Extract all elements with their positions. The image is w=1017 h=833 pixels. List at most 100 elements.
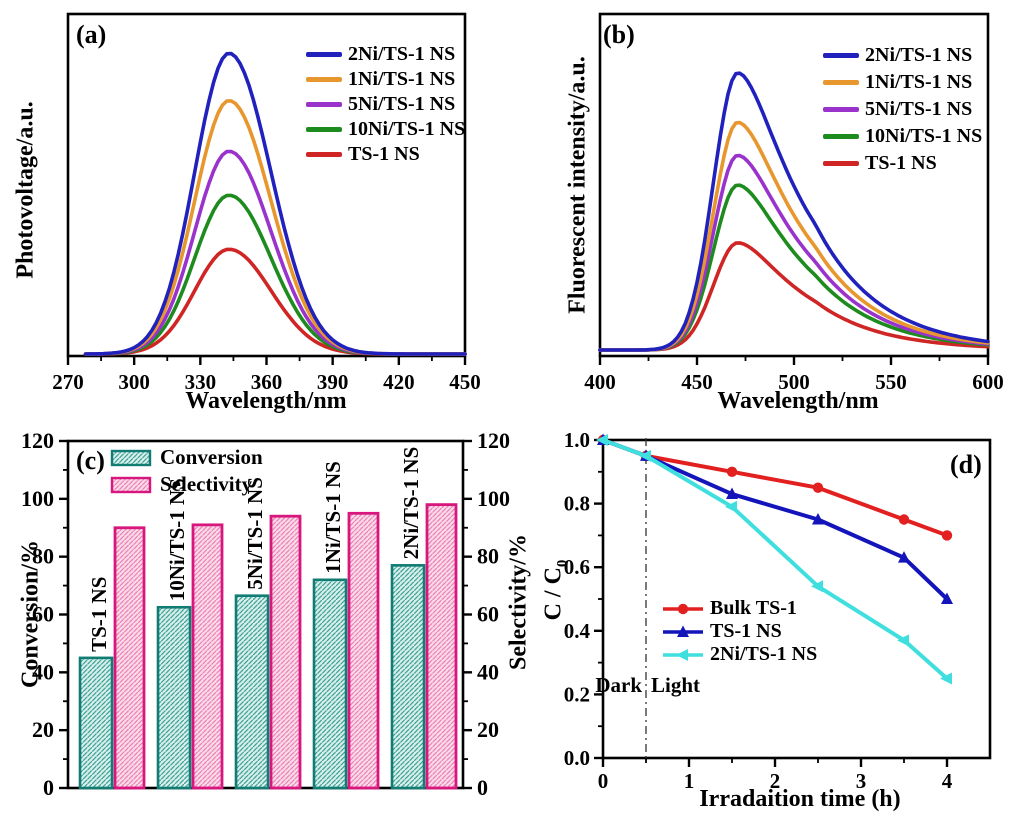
panel-c-legend: Conversion Selectivity bbox=[110, 444, 263, 498]
light-annotation: Light bbox=[651, 673, 701, 697]
panel-d-ylabel-subscript: 0 bbox=[554, 559, 571, 568]
svg-text:1: 1 bbox=[684, 769, 695, 793]
svg-text:3: 3 bbox=[856, 769, 867, 793]
legend-item: 1Ni/TS-1 NS bbox=[823, 69, 982, 96]
svg-text:0.8: 0.8 bbox=[564, 492, 590, 516]
svg-text:120: 120 bbox=[477, 428, 510, 453]
svg-text:420: 420 bbox=[383, 370, 415, 394]
legend-item: TS-1 NS bbox=[823, 150, 982, 177]
legend-label: Conversion bbox=[160, 445, 263, 469]
svg-text:550: 550 bbox=[875, 370, 907, 394]
legend-line-swatch bbox=[823, 134, 859, 139]
svg-text:0: 0 bbox=[43, 775, 54, 800]
legend-line-swatch bbox=[823, 161, 859, 166]
panel-c-ylabel-right: Selectivity/% bbox=[505, 534, 532, 670]
svg-text:2: 2 bbox=[770, 769, 781, 793]
legend-item: Bulk TS-1 bbox=[662, 597, 817, 620]
legend-line-swatch bbox=[306, 77, 342, 82]
panel-d-legend: Bulk TS-1 TS-1 NS 2Ni/TS-1 NS bbox=[662, 597, 817, 666]
svg-text:390: 390 bbox=[317, 370, 349, 394]
legend-marker-swatch bbox=[662, 601, 704, 617]
panel-a-canvas: 270 300 330 360 390 420 450 bbox=[52, 12, 481, 394]
svg-text:500: 500 bbox=[778, 370, 810, 394]
legend-line-swatch bbox=[823, 53, 859, 58]
svg-text:360: 360 bbox=[251, 370, 283, 394]
svg-text:100: 100 bbox=[477, 486, 510, 511]
legend-hatch-swatch bbox=[110, 449, 152, 467]
dark-annotation: Dark bbox=[595, 673, 642, 697]
legend-item: 2Ni/TS-1 NS bbox=[662, 643, 817, 666]
svg-text:60: 60 bbox=[477, 602, 499, 627]
panel-d-tag: (d) bbox=[950, 450, 982, 479]
panel-b-canvas: 400 450 500 550 600 bbox=[584, 12, 1004, 394]
legend-label: TS-1 NS bbox=[865, 152, 937, 174]
svg-text:5Ni/TS-1 NS: 5Ni/TS-1 NS bbox=[243, 477, 267, 590]
legend-label: 1Ni/TS-1 NS bbox=[348, 68, 456, 90]
legend-label: TS-1 NS bbox=[348, 143, 420, 165]
svg-text:400: 400 bbox=[584, 370, 616, 394]
legend-marker-swatch bbox=[662, 624, 704, 640]
svg-text:0: 0 bbox=[598, 769, 609, 793]
panel-b-tag: (b) bbox=[603, 20, 635, 49]
svg-text:0.0: 0.0 bbox=[564, 746, 590, 770]
panel-d-ylabel-main: C / C bbox=[540, 567, 567, 621]
svg-text:270: 270 bbox=[52, 370, 84, 394]
panel-d-canvas: 0 1 2 3 4 0.0 0.2 0.4 0.6 0.8 1.0 bbox=[564, 428, 992, 793]
svg-text:0.2: 0.2 bbox=[564, 682, 590, 706]
legend-label: 2Ni/TS-1 NS bbox=[710, 643, 818, 665]
legend-label: 2Ni/TS-1 NS bbox=[348, 43, 456, 65]
svg-text:600: 600 bbox=[972, 370, 1004, 394]
svg-text:300: 300 bbox=[118, 370, 150, 394]
legend-line-swatch bbox=[306, 152, 342, 157]
legend-item: 2Ni/TS-1 NS bbox=[306, 42, 465, 67]
legend-item: 5Ni/TS-1 NS bbox=[823, 96, 982, 123]
panel-a-xlabel: Wavelength/nm bbox=[185, 388, 347, 414]
legend-label: 10Ni/TS-1 NS bbox=[348, 118, 466, 140]
panel-c-ylabel-left: Conversion/% bbox=[17, 539, 44, 689]
svg-text:80: 80 bbox=[32, 544, 54, 569]
legend-item: 10Ni/TS-1 NS bbox=[823, 123, 982, 150]
svg-text:40: 40 bbox=[32, 659, 54, 684]
panel-c-canvas: 0 0 20 20 40 40 60 60 80 80 100 100 120 120 TS-1 NS 10N… bbox=[21, 428, 510, 800]
legend-label: 5Ni/TS-1 NS bbox=[348, 93, 456, 115]
svg-text:40: 40 bbox=[477, 659, 499, 684]
legend-item: 5Ni/TS-1 NS bbox=[306, 92, 465, 117]
svg-text:450: 450 bbox=[449, 370, 481, 394]
legend-item: Conversion bbox=[110, 444, 263, 471]
svg-text:0.6: 0.6 bbox=[564, 555, 590, 579]
legend-item: Selectivity bbox=[110, 471, 263, 498]
legend-line-swatch bbox=[823, 80, 859, 85]
legend-item: 1Ni/TS-1 NS bbox=[306, 67, 465, 92]
panel-b-ylabel: Fluorescent intensity/a.u. bbox=[564, 56, 591, 314]
legend-label: 5Ni/TS-1 NS bbox=[865, 98, 973, 120]
svg-text:20: 20 bbox=[32, 717, 54, 742]
legend-marker-swatch bbox=[662, 647, 704, 663]
svg-text:1.0: 1.0 bbox=[564, 428, 590, 452]
legend-item: TS-1 NS bbox=[306, 142, 465, 167]
legend-label: 1Ni/TS-1 NS bbox=[865, 71, 973, 93]
legend-line-swatch bbox=[823, 107, 859, 112]
legend-hatch-swatch bbox=[110, 476, 152, 494]
svg-text:2Ni/TS-1 NS: 2Ni/TS-1 NS bbox=[399, 447, 423, 560]
legend-label: Bulk TS-1 bbox=[710, 597, 797, 619]
panel-b-xlabel: Wavelength/nm bbox=[717, 388, 879, 414]
legend-item: 10Ni/TS-1 NS bbox=[306, 117, 465, 142]
legend-line-swatch bbox=[306, 102, 342, 107]
legend-label: 2Ni/TS-1 NS bbox=[865, 44, 973, 66]
legend-label: Selectivity bbox=[160, 472, 253, 496]
svg-text:60: 60 bbox=[32, 602, 54, 627]
svg-text:120: 120 bbox=[21, 428, 54, 453]
svg-text:80: 80 bbox=[477, 544, 499, 569]
legend-label: 10Ni/TS-1 NS bbox=[865, 125, 983, 147]
panel-a-legend: 2Ni/TS-1 NS 1Ni/TS-1 NS 5Ni/TS-1 NS 10Ni… bbox=[306, 42, 465, 167]
legend-label: TS-1 NS bbox=[710, 620, 782, 642]
svg-text:0.4: 0.4 bbox=[564, 619, 591, 643]
svg-text:1Ni/TS-1 NS: 1Ni/TS-1 NS bbox=[321, 461, 345, 574]
svg-text:100: 100 bbox=[21, 486, 54, 511]
panel-d-ylabel: C / C0 bbox=[541, 560, 572, 621]
panel-c-tag: (c) bbox=[76, 446, 105, 475]
legend-item: TS-1 NS bbox=[662, 620, 817, 643]
svg-text:20: 20 bbox=[477, 717, 499, 742]
panel-b-legend: 2Ni/TS-1 NS 1Ni/TS-1 NS 5Ni/TS-1 NS 10Ni… bbox=[823, 42, 982, 177]
